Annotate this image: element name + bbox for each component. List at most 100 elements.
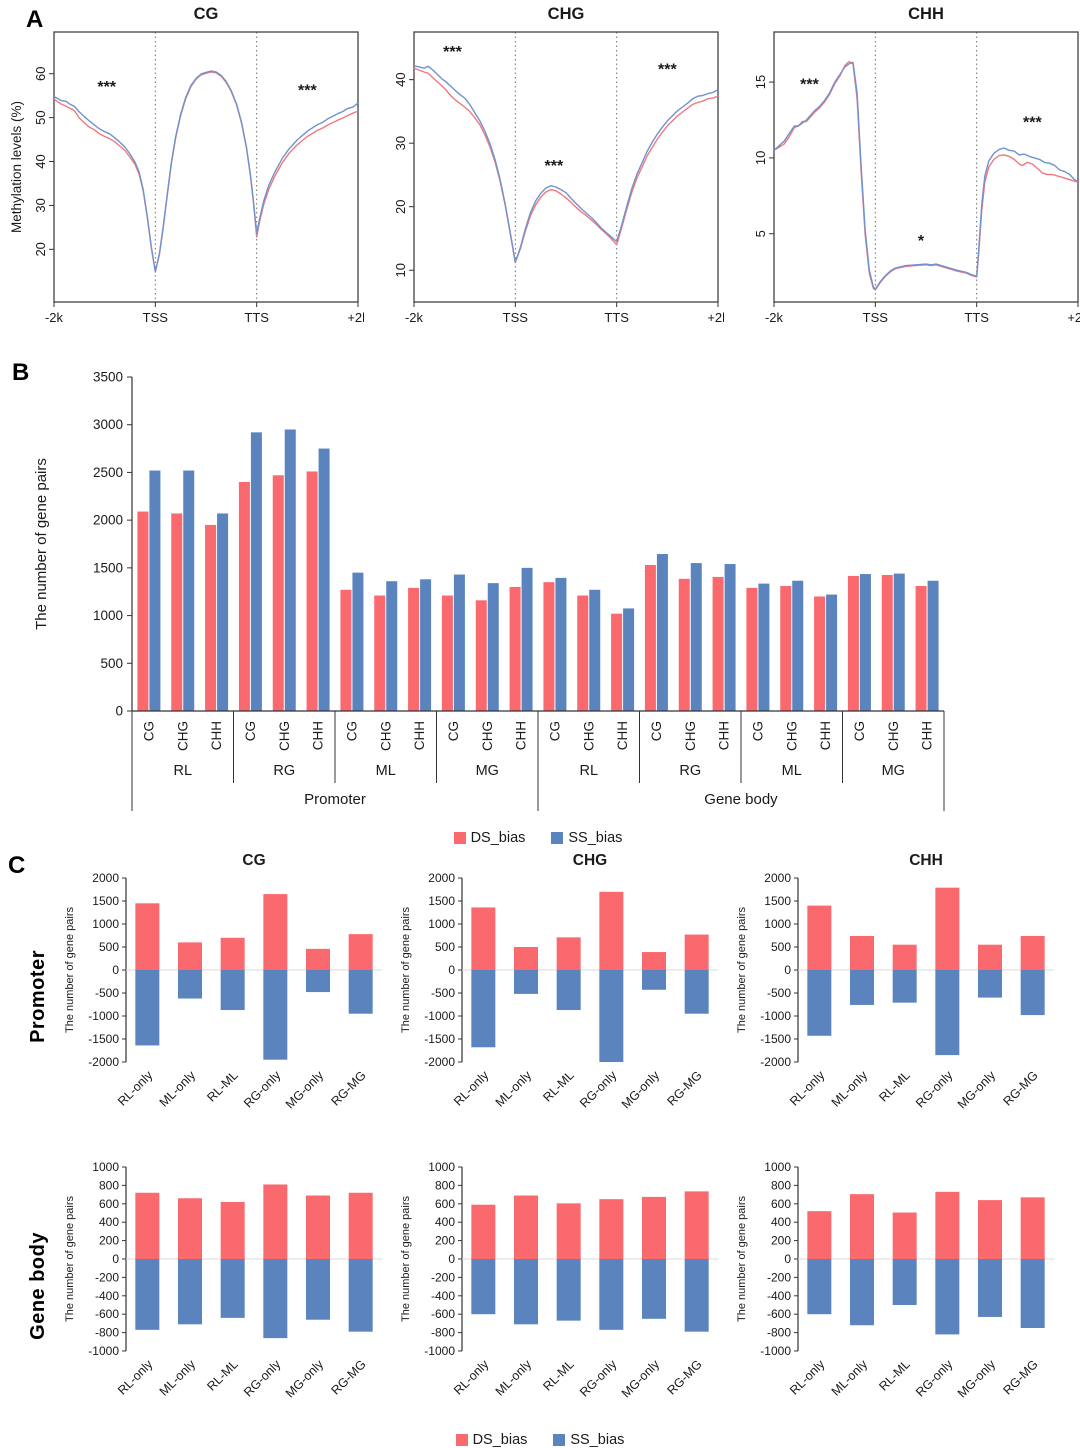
line-chart-svg: CG 20 30 40 50 60 -2k TSS TTS +2k Methylation leve…	[9, 5, 369, 325]
line-chart-chg: CHG 10 20 30 40 -2k TSS TTS +2k *** *** ***	[368, 4, 729, 357]
bar-ds	[306, 948, 330, 970]
significance-stars: *	[918, 233, 925, 250]
bar-ds	[408, 587, 420, 711]
y-tick-label: 5	[753, 230, 768, 237]
bar-ss	[1020, 970, 1045, 1016]
pair-label: CHH	[920, 721, 935, 750]
bar-ds	[847, 575, 859, 711]
ds-bias-label: DS_bias	[472, 1432, 528, 1448]
chart-title: CHG	[548, 5, 585, 23]
y-tick-label: 600	[771, 1197, 791, 1211]
group-label: RL	[173, 763, 192, 779]
x-tick-label: TTS	[244, 310, 269, 325]
x-category-label: RG-MG	[328, 1357, 368, 1397]
y-tick-label: 500	[771, 940, 791, 954]
bar-ss	[892, 970, 917, 1003]
pair-label: CG	[141, 721, 156, 741]
bar-ss	[978, 1259, 1002, 1317]
ss-bias-swatch	[551, 832, 564, 844]
y-tick-label: 20	[33, 242, 48, 256]
significance-stars: ***	[1023, 115, 1042, 132]
diverging-bar-svg: -1000 -800 -600 -400 -200 0 200 400 600 800 1000 Th…	[64, 1160, 382, 1401]
y-tick-label: 400	[435, 1215, 455, 1229]
bar-ds	[340, 589, 352, 711]
y-tick-label: -1500	[88, 1032, 119, 1046]
x-tick-label: +2k	[347, 310, 364, 325]
y-tick-label: 20	[393, 199, 408, 213]
panel-a-label: A	[26, 6, 44, 33]
bar-ss	[850, 1259, 874, 1326]
legend-item-ds: DS_bias	[453, 830, 526, 846]
bar-ds	[807, 905, 832, 970]
y-tick-label: 600	[99, 1197, 119, 1211]
bar-ds	[475, 600, 487, 711]
y-axis-label: The number of gene pairs	[33, 458, 50, 630]
bar-ss	[135, 970, 160, 1046]
bar-ds	[712, 576, 724, 711]
ss-bias-swatch	[553, 1434, 566, 1446]
group-label: RG	[679, 763, 701, 779]
bar-ds	[238, 481, 250, 711]
bar-ds	[978, 944, 1002, 970]
line-chart-svg: CHG 10 20 30 40 -2k TSS TTS +2k *** *** ***	[393, 5, 729, 325]
x-tick-label: +2k	[707, 310, 724, 325]
x-tick-label: TSS	[863, 310, 889, 325]
chart-title: CG	[242, 852, 265, 869]
bar-ds	[807, 1211, 832, 1259]
bar-ss	[690, 563, 702, 711]
bar-ds	[599, 1199, 624, 1259]
y-tick-label: 3500	[93, 370, 123, 385]
x-category-label: MG-only	[619, 1357, 663, 1401]
bar-ds	[814, 596, 826, 711]
pair-label: CHH	[311, 721, 326, 750]
bar-ds	[441, 595, 453, 711]
x-category-label: RL-only	[451, 1068, 492, 1109]
y-tick-label: 0	[448, 963, 455, 977]
x-category-label: RL-only	[451, 1357, 492, 1398]
x-tick-label: TSS	[143, 310, 169, 325]
bar-ss	[850, 970, 874, 1005]
significance-stars: ***	[544, 158, 563, 175]
y-tick-label: -600	[95, 1307, 119, 1321]
y-tick-label: 1500	[764, 894, 791, 908]
bar-ds	[644, 564, 656, 711]
bar-ss	[220, 970, 245, 1011]
bar-ss	[183, 470, 195, 711]
y-tick-label: 0	[448, 1252, 455, 1266]
bar-ds	[137, 511, 149, 711]
x-tick-label: -2k	[765, 310, 784, 325]
y-tick-label: 400	[99, 1215, 119, 1229]
x-category-label: ML-only	[157, 1068, 199, 1110]
y-tick-label: 10	[393, 263, 408, 277]
bar-ds	[263, 894, 288, 970]
bar-ss	[684, 970, 709, 1014]
pair-label: CHG	[886, 721, 901, 751]
y-tick-label: 1000	[428, 1160, 455, 1174]
bar-ss	[514, 970, 538, 994]
bar-ds	[746, 587, 758, 711]
bar-ds	[348, 934, 373, 970]
bar-ds	[642, 1196, 666, 1259]
y-tick-label: -600	[767, 1307, 791, 1321]
pair-label: CHG	[581, 721, 596, 751]
bar-ds	[543, 582, 555, 711]
bar-ss	[599, 1259, 624, 1330]
y-tick-label: 1000	[764, 917, 791, 931]
pair-label: CG	[649, 721, 664, 741]
y-tick-label: -200	[95, 1270, 119, 1284]
bar-ss	[599, 970, 624, 1062]
bar-ds	[471, 907, 496, 970]
ds-bias-label: DS_bias	[470, 830, 526, 846]
y-tick-label: -500	[767, 986, 791, 1000]
y-tick-label: 15	[753, 75, 768, 89]
x-category-label: ML-only	[829, 1357, 871, 1399]
x-category-label: RG-only	[913, 1068, 956, 1111]
bar-ds	[135, 1192, 160, 1259]
section-label: Gene body	[704, 791, 778, 808]
x-category-label: MG-only	[619, 1068, 663, 1112]
bar-ds	[509, 586, 521, 711]
legend-item-ss: SS_bias	[551, 830, 622, 846]
y-tick-label: 1500	[92, 894, 119, 908]
y-tick-label: -800	[95, 1326, 119, 1340]
